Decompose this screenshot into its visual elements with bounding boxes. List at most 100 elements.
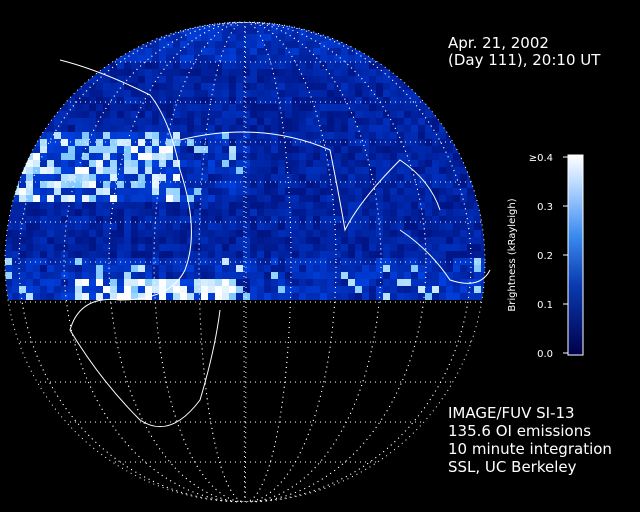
emission-pixel [292,160,299,167]
emission-pixel [68,167,75,174]
emission-pixel [313,118,320,125]
emission-pixel [215,83,222,90]
emission-pixel [131,62,138,69]
emission-pixel [222,293,229,300]
emission-pixel [173,202,180,209]
emission-pixel [5,286,12,293]
emission-pixel [369,139,376,146]
emission-pixel [96,146,103,153]
emission-pixel [215,97,222,104]
emission-pixel [166,55,173,62]
emission-pixel [446,216,453,223]
emission-pixel [243,132,250,139]
emission-pixel [313,251,320,258]
emission-pixel [474,265,481,272]
emission-pixel [152,237,159,244]
emission-pixel [278,139,285,146]
emission-pixel [355,293,362,300]
emission-pixel [404,181,411,188]
emission-pixel [75,90,82,97]
emission-pixel [257,146,264,153]
emission-pixel [26,237,33,244]
emission-pixel [320,244,327,251]
emission-pixel [390,251,397,258]
emission-pixel [47,237,54,244]
emission-pixel [432,244,439,251]
emission-pixel [334,62,341,69]
emission-pixel [362,118,369,125]
emission-pixel [124,132,131,139]
emission-pixel [180,237,187,244]
emission-pixel [411,216,418,223]
emission-pixel [208,195,215,202]
emission-pixel [285,223,292,230]
emission-pixel [355,118,362,125]
emission-pixel [299,167,306,174]
emission-pixel [103,76,110,83]
emission-pixel [229,167,236,174]
emission-pixel [103,160,110,167]
emission-pixel [278,104,285,111]
emission-pixel [68,132,75,139]
emission-pixel [222,223,229,230]
emission-pixel [355,188,362,195]
emission-pixel [243,258,250,265]
emission-pixel [411,188,418,195]
emission-pixel [327,69,334,76]
emission-pixel [222,251,229,258]
emission-pixel [278,265,285,272]
emission-pixel [110,181,117,188]
emission-pixel [278,188,285,195]
emission-pixel [453,237,460,244]
emission-pixel [194,223,201,230]
emission-pixel [19,293,26,300]
emission-pixel [320,111,327,118]
emission-pixel [96,97,103,104]
emission-pixel [194,118,201,125]
emission-pixel [362,62,369,69]
emission-pixel [236,27,243,34]
emission-pixel [61,146,68,153]
emission-pixel [383,202,390,209]
emission-pixel [250,90,257,97]
emission-pixel [222,27,229,34]
emission-pixel [243,286,250,293]
emission-pixel [110,62,117,69]
emission-pixel [54,286,61,293]
emission-pixel [166,216,173,223]
emission-pixel [75,258,82,265]
emission-pixel [236,146,243,153]
emission-pixel [194,146,201,153]
emission-pixel [201,167,208,174]
emission-pixel [418,97,425,104]
emission-pixel [82,216,89,223]
emission-pixel [376,90,383,97]
emission-pixel [404,146,411,153]
emission-pixel [383,181,390,188]
emission-pixel [131,244,138,251]
emission-pixel [306,209,313,216]
emission-pixel [138,258,145,265]
emission-pixel [131,139,138,146]
emission-pixel [334,209,341,216]
emission-pixel [257,160,264,167]
emission-pixel [425,223,432,230]
emission-pixel [453,216,460,223]
emission-pixel [110,174,117,181]
emission-pixel [89,230,96,237]
emission-pixel [110,125,117,132]
emission-pixel [397,174,404,181]
meridian [18,22,472,502]
emission-pixel [166,153,173,160]
emission-pixel [278,90,285,97]
emission-pixel [229,265,236,272]
emission-pixel [320,223,327,230]
emission-pixel [201,286,208,293]
emission-pixel [439,244,446,251]
emission-pixel [369,167,376,174]
emission-pixel [33,195,40,202]
emission-pixel [152,216,159,223]
emission-pixel [124,251,131,258]
emission-pixel [89,181,96,188]
emission-pixel [369,125,376,132]
